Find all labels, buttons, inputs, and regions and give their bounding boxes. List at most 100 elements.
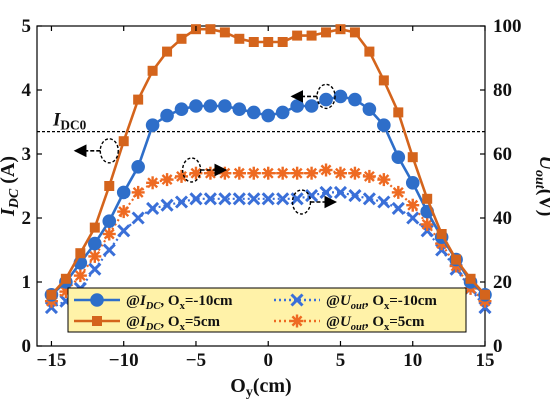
point-0-18	[304, 99, 319, 113]
point-1-2	[75, 248, 86, 259]
x-axis-title: Oy(cm)	[230, 375, 291, 400]
point-2-15	[261, 192, 275, 206]
point-1-9	[176, 33, 187, 44]
point-3-26	[420, 217, 434, 231]
point-0-11	[203, 99, 218, 113]
point-0-22	[362, 102, 377, 116]
y-right-tick-label-0: 0	[493, 336, 503, 357]
point-1-30	[480, 289, 490, 300]
point-1-26	[422, 193, 433, 204]
point-3-22	[362, 169, 376, 183]
y-left-tick-label-0: 0	[22, 336, 32, 357]
point-1-0	[46, 289, 57, 300]
point-0-23	[377, 118, 391, 132]
point-2-17	[290, 192, 304, 206]
point-0-13	[232, 102, 247, 116]
point-1-4	[104, 181, 115, 191]
annotation-0	[290, 83, 336, 110]
point-3-5	[117, 205, 131, 219]
y-right-tick-label-3: 60	[493, 144, 512, 165]
point-1-27	[436, 229, 447, 239]
point-3-25	[406, 198, 420, 212]
point-1-23	[378, 75, 389, 86]
y-left-tick-label-3: 3	[22, 144, 32, 165]
y-right-tick-label-1: 20	[493, 272, 512, 293]
x-tick-label-4: 5	[336, 350, 346, 371]
point-2-3	[88, 262, 102, 276]
point-3-23	[377, 173, 391, 187]
series-line-1	[50, 27, 486, 296]
point-1-16	[277, 37, 288, 47]
point-1-18	[306, 30, 317, 41]
point-2-9	[174, 195, 189, 209]
point-2-25	[406, 211, 420, 225]
point-1-8	[162, 46, 173, 57]
point-1-12	[219, 27, 230, 38]
point-2-7	[146, 201, 160, 215]
point-0-16	[275, 105, 290, 120]
legend-label-2: @Uout, Ox=-10cm	[326, 293, 437, 312]
legend-item-1: @IDC, Ox=5cm	[74, 314, 221, 333]
point-3-15	[261, 166, 275, 180]
plot-area: IDC0	[36, 25, 486, 347]
point-0-4	[102, 214, 117, 228]
y-left-tick-label-5: 5	[22, 16, 32, 37]
x-tick-label-5: 10	[403, 350, 422, 371]
point-1-13	[234, 33, 245, 44]
point-0-14	[246, 105, 261, 120]
series-line-3	[50, 168, 486, 303]
point-0-5	[116, 185, 131, 200]
point-3-2	[73, 269, 87, 283]
point-1-7	[147, 65, 158, 76]
point-2-20	[333, 185, 348, 199]
point-3-24	[391, 185, 405, 199]
x-tick-label-3: 0	[263, 350, 273, 371]
series-line-0	[50, 95, 486, 296]
point-2-18	[305, 189, 319, 203]
point-0-8	[160, 108, 174, 123]
point-1-1	[60, 273, 71, 284]
y-right-tick-label-5: 100	[493, 16, 522, 37]
point-1-24	[393, 107, 404, 118]
point-1-21	[349, 27, 360, 38]
point-3-8	[160, 173, 174, 187]
point-2-13	[232, 192, 246, 206]
point-2-11	[203, 192, 217, 206]
point-1-14	[248, 37, 259, 47]
annotation-ellipse-1	[99, 138, 119, 164]
point-3-11	[203, 166, 217, 180]
point-2-21	[348, 189, 362, 203]
point-0-21	[348, 92, 362, 107]
point-1-22	[364, 46, 375, 57]
point-0-25	[405, 176, 420, 190]
point-0-24	[391, 150, 406, 164]
point-3-13	[232, 166, 246, 180]
point-2-8	[160, 198, 174, 212]
point-3-20	[333, 166, 347, 180]
point-1-28	[451, 254, 462, 265]
point-1-19	[321, 27, 332, 38]
x-tick-label-1: −10	[109, 350, 139, 371]
legend-marker-1	[92, 316, 102, 326]
point-2-10	[189, 192, 203, 206]
y-right-tick-label-2: 40	[493, 208, 512, 229]
point-0-9	[174, 102, 189, 116]
point-3-19	[319, 163, 333, 177]
y-right-axis-title: Uout(V)	[532, 156, 550, 217]
legend: @IDC, Ox=-10cm @Uout, Ox=-10cm @IDC, Ox=5c…	[67, 287, 467, 333]
legend-label-3: @Uout, Ox=5cm	[326, 314, 425, 333]
reference-line-label: IDC0	[52, 110, 87, 133]
point-2-14	[247, 192, 261, 206]
legend-label-1: @IDC, Ox=5cm	[126, 314, 221, 333]
point-2-12	[218, 192, 232, 206]
point-3-16	[276, 166, 290, 180]
point-0-15	[261, 108, 276, 123]
point-3-17	[290, 166, 304, 180]
y-left-tick-label-1: 1	[22, 272, 32, 293]
point-3-3	[88, 249, 102, 263]
legend-marker-0	[90, 293, 104, 307]
point-3-21	[348, 166, 362, 180]
point-0-6	[131, 160, 145, 174]
point-3-7	[146, 176, 160, 190]
